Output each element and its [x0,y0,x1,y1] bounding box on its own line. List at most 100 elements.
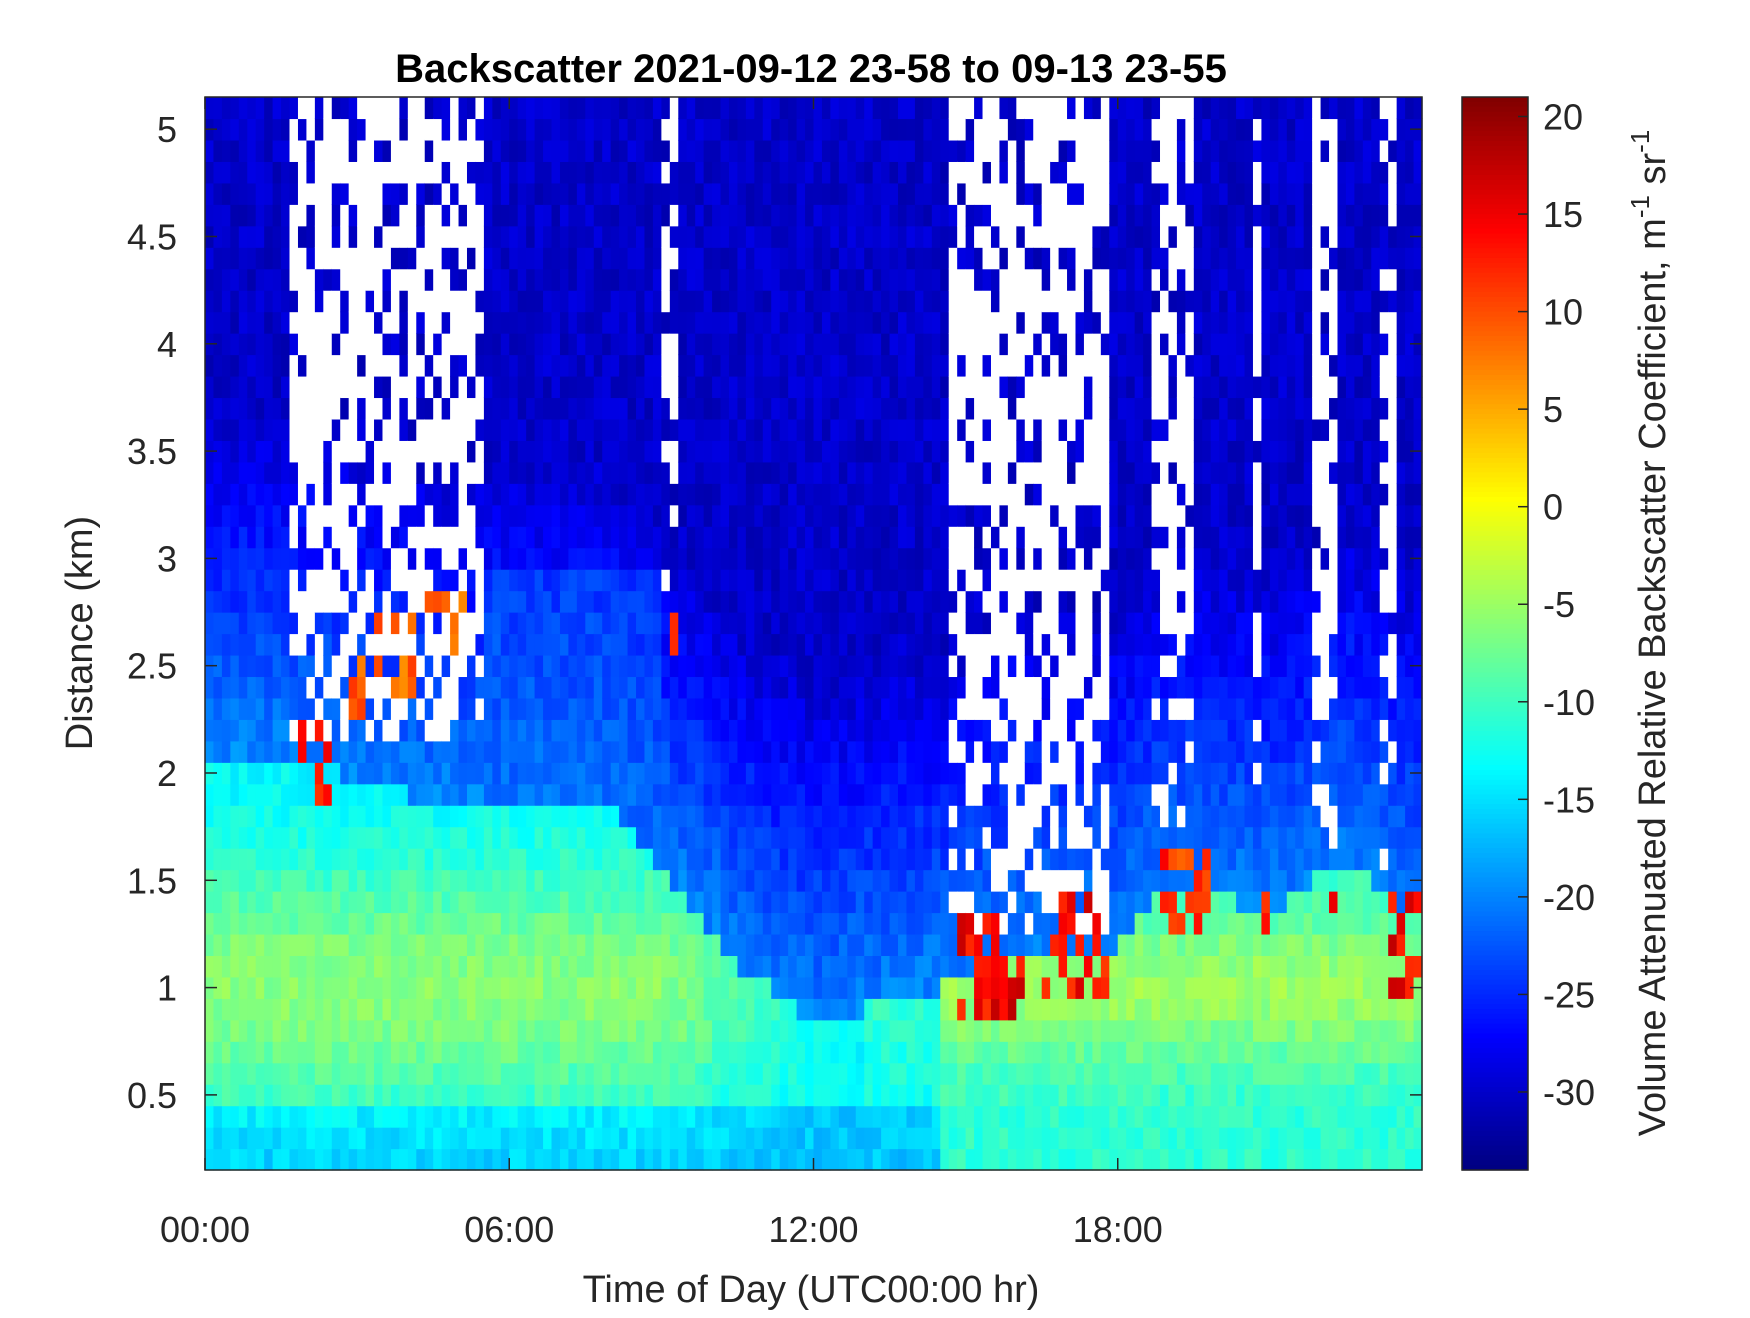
heatmap-cell [433,1084,443,1107]
heatmap-cell [627,1019,637,1042]
heatmap-cell [1033,912,1043,935]
heatmap-cell [374,633,384,656]
heatmap-cell [703,869,713,892]
heatmap-cell [466,590,477,613]
heatmap-cell [931,848,941,871]
heatmap-cell [576,1105,586,1128]
heatmap-cell [458,633,468,656]
heatmap-cell [551,547,561,570]
heatmap-cell [331,955,341,978]
heatmap-cell [898,118,908,141]
heatmap-cell [686,612,696,635]
heatmap-cell [289,225,299,248]
heatmap-cell [543,354,553,377]
heatmap-cell [1024,569,1034,592]
heatmap-cell [450,483,460,506]
heatmap-cell [974,912,984,935]
heatmap-cell [728,225,739,248]
heatmap-cell [914,418,924,441]
heatmap-cell [686,697,696,720]
heatmap-cell [458,1062,468,1085]
heatmap-cell [289,204,299,227]
heatmap-cell [306,97,316,120]
heatmap-cell [999,719,1009,742]
heatmap-cell [619,1127,629,1150]
heatmap-cell [872,204,882,227]
heatmap-cell [281,1105,291,1128]
heatmap-cell [483,225,493,248]
heatmap-cell [745,848,755,871]
heatmap-cell [779,461,789,484]
heatmap-cell [543,762,553,785]
heatmap-cell [957,1105,967,1128]
heatmap-cell [627,1127,637,1150]
heatmap-cell [213,225,223,248]
heatmap-cell [230,290,240,313]
heatmap-cell [974,719,984,742]
heatmap-cell [805,1019,815,1042]
heatmap-cell [264,97,274,120]
heatmap-cell [788,333,798,356]
heatmap-cell [821,397,831,420]
heatmap-cell [424,182,434,205]
heatmap-cell [686,440,696,463]
heatmap-cell [466,1041,477,1064]
heatmap-cell [627,311,637,334]
heatmap-cell [348,976,358,999]
heatmap-cell [340,504,350,527]
heatmap-cell [272,612,282,635]
heatmap-cell [914,225,924,248]
heatmap-cell [509,912,519,935]
heatmap-cell [247,354,257,377]
heatmap-cell [374,869,384,892]
heatmap-cell [931,397,941,420]
heatmap-cell [999,204,1009,227]
heatmap-cell [205,375,215,399]
heatmap-cell [466,654,477,678]
heatmap-cell [974,354,984,377]
heatmap-cell [441,418,451,441]
heatmap-cell [855,891,865,914]
heatmap-cell [585,1019,595,1042]
heatmap-cell [289,891,299,914]
heatmap-cell [323,440,333,463]
heatmap-cell [712,440,722,463]
heatmap-cell [331,547,341,570]
heatmap-cell [255,933,265,956]
heatmap-cell [492,719,502,742]
heatmap-cell [686,504,696,527]
heatmap-cell [213,311,223,334]
heatmap-cell [990,547,1001,570]
heatmap-cell [661,891,671,914]
heatmap-cell [585,204,595,227]
heatmap-cell [221,676,231,699]
heatmap-cell [466,247,477,270]
heatmap-cell [441,933,451,956]
heatmap-cell [872,397,882,420]
heatmap-cell [695,933,705,956]
heatmap-cell [534,783,544,806]
heatmap-cell [543,97,553,120]
heatmap-cell [821,1148,831,1171]
heatmap-cell [576,654,586,678]
heatmap-cell [416,869,426,892]
heatmap-cell [390,504,400,527]
heatmap-cell [433,891,443,914]
heatmap-cell [669,311,679,334]
heatmap-cell [830,569,840,592]
heatmap-cell [737,654,747,678]
heatmap-cell [433,547,443,570]
heatmap-cell [678,697,688,720]
heatmap-cell [610,848,620,871]
heatmap-cell [931,1127,941,1150]
heatmap-cell [720,397,730,420]
heatmap-cell [365,397,375,420]
heatmap-cell [957,290,967,313]
heatmap-cell [737,1041,747,1064]
heatmap-cell [568,204,578,227]
heatmap-cell [821,354,831,377]
heatmap-cell [1007,547,1017,570]
heatmap-cell [830,397,840,420]
heatmap-cell [974,547,984,570]
heatmap-cell [847,1019,857,1042]
